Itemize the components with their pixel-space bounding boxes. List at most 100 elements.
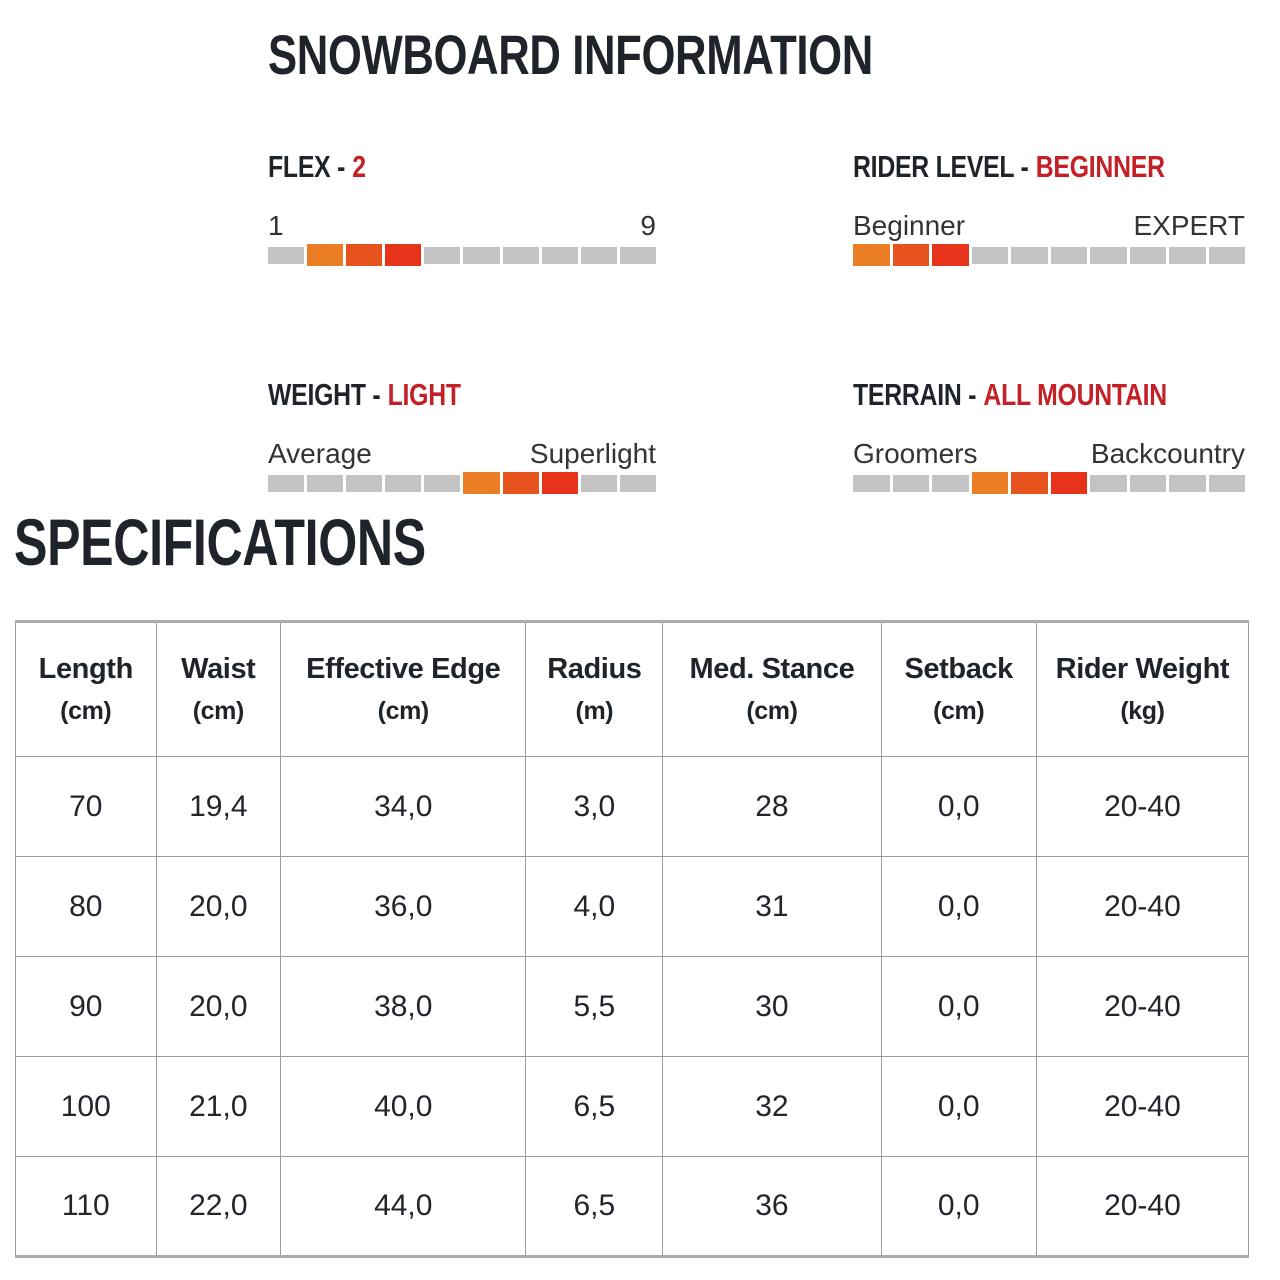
table-cell: 90	[15, 956, 157, 1057]
bar-segment-gray	[463, 246, 500, 264]
column-header: Med. Stance (cm)	[662, 621, 882, 757]
metric-weight: WEIGHT - LIGHT Average Superlight	[268, 378, 656, 495]
rider-level-scale-labels: Beginner EXPERT	[853, 210, 1245, 242]
bar-segment-orange	[853, 244, 890, 266]
table-cell: 36	[662, 1156, 882, 1257]
specifications-heading: SPECIFICATIONS	[14, 505, 426, 579]
table-cell: 80	[15, 856, 157, 957]
bar-segment-gray	[502, 246, 539, 264]
table-row: 100 21,0 40,0 6,5 32 0,0 20-40	[15, 1056, 1250, 1157]
weight-scale-max: Superlight	[529, 438, 656, 469]
metric-terrain-title: TERRAIN - ALL MOUNTAIN	[853, 378, 1167, 412]
bar-segment-gray	[346, 474, 383, 492]
metric-rider-level-title: RIDER LEVEL - BEGINNER	[853, 150, 1167, 184]
bar-segment-gray	[385, 474, 422, 492]
table-cell: 20-40	[1035, 1056, 1250, 1157]
table-cell: 3,0	[525, 756, 664, 857]
bar-segment-gray	[307, 474, 344, 492]
metric-rider-level-value: BEGINNER	[1035, 149, 1165, 184]
bar-segment-gray	[619, 246, 656, 264]
table-cell: 0,0	[880, 756, 1037, 857]
metric-terrain-value: ALL MOUNTAIN	[983, 377, 1167, 412]
table-row: 90 20,0 38,0 5,5 30 0,0 20-40	[15, 956, 1250, 1057]
metric-rider-level: RIDER LEVEL - BEGINNER Beginner EXPERT	[853, 150, 1245, 267]
bar-segment-gray	[268, 246, 305, 264]
metric-flex-value: 2	[352, 149, 366, 184]
table-cell: 36,0	[280, 856, 527, 957]
bar-segment-gray	[1090, 474, 1127, 492]
table-cell: 20-40	[1035, 1156, 1250, 1257]
snowboard-information-heading: SNOWBOARD INFORMATION	[268, 23, 873, 86]
bar-segment-red	[932, 244, 969, 266]
table-cell: 0,0	[880, 1156, 1037, 1257]
table-cell: 21,0	[155, 1056, 282, 1157]
metric-weight-label: WEIGHT -	[268, 377, 381, 412]
table-cell: 0,0	[880, 856, 1037, 957]
table-cell: 20-40	[1035, 756, 1250, 857]
metric-flex: FLEX -2 1 9	[268, 150, 656, 267]
table-cell: 38,0	[280, 956, 527, 1057]
metric-terrain: TERRAIN - ALL MOUNTAIN Groomers Backcount…	[853, 378, 1245, 495]
bar-segment-gray	[853, 474, 890, 492]
column-header: Rider Weight (kg)	[1035, 621, 1250, 757]
bar-segment-red	[1050, 472, 1087, 494]
table-cell: 5,5	[525, 956, 664, 1057]
bar-segment-gray	[268, 474, 305, 492]
column-header: Radius (m)	[525, 621, 664, 757]
table-cell: 40,0	[280, 1056, 527, 1157]
rider-level-scale-max: EXPERT	[1133, 210, 1245, 241]
metric-flex-title: FLEX -2	[268, 150, 578, 184]
bar-segment-red	[385, 244, 422, 266]
bar-segment-gray	[541, 246, 578, 264]
bar-segment-gray	[1208, 474, 1245, 492]
bar-segment-gray	[580, 474, 617, 492]
table-cell: 70	[15, 756, 157, 857]
table-row: 110 22,0 44,0 6,5 36 0,0 20-40	[15, 1156, 1250, 1257]
table-cell: 22,0	[155, 1156, 282, 1257]
bar-segment-gray	[580, 246, 617, 264]
table-cell: 44,0	[280, 1156, 527, 1257]
table-cell: 0,0	[880, 1056, 1037, 1157]
weight-rating-bar	[268, 471, 656, 495]
metric-rider-level-label: RIDER LEVEL -	[853, 149, 1029, 184]
bar-segment-orange	[307, 244, 344, 266]
table-cell: 30	[662, 956, 882, 1057]
flex-scale-min: 1	[268, 210, 284, 241]
table-cell: 32	[662, 1056, 882, 1157]
terrain-scale-labels: Groomers Backcountry	[853, 438, 1245, 470]
weight-scale-labels: Average Superlight	[268, 438, 656, 470]
table-cell: 31	[662, 856, 882, 957]
bar-segment-gray	[892, 474, 929, 492]
table-cell: 19,4	[155, 756, 282, 857]
flex-scale-max: 9	[640, 210, 656, 241]
bar-segment-gray	[1208, 246, 1245, 264]
metric-weight-title: WEIGHT - LIGHT	[268, 378, 578, 412]
terrain-scale-min: Groomers	[853, 438, 978, 469]
terrain-rating-bar	[853, 471, 1245, 495]
column-header: Effective Edge (cm)	[280, 621, 527, 757]
table-cell: 110	[15, 1156, 157, 1257]
metric-flex-label: FLEX -	[268, 149, 346, 184]
table-cell: 6,5	[525, 1056, 664, 1157]
table-cell: 100	[15, 1056, 157, 1157]
bar-segment-gray	[1169, 246, 1206, 264]
table-body: 70 19,4 34,0 3,0 28 0,0 20-40 80 20,0 36,0 4,0 31 0,…	[15, 756, 1250, 1257]
table-cell: 20,0	[155, 956, 282, 1057]
flex-rating-bar	[268, 243, 656, 267]
bar-segment-gray	[619, 474, 656, 492]
bar-segment-gray	[932, 474, 969, 492]
column-header: Setback (cm)	[880, 621, 1037, 757]
metric-weight-value: LIGHT	[387, 377, 461, 412]
rider-level-scale-min: Beginner	[853, 210, 966, 241]
bar-segment-gray	[424, 246, 461, 264]
bar-segment-gray	[1129, 246, 1166, 264]
table-cell: 4,0	[525, 856, 664, 957]
table-row: 70 19,4 34,0 3,0 28 0,0 20-40	[15, 756, 1250, 857]
table-cell: 28	[662, 756, 882, 857]
bar-segment-gray	[424, 474, 461, 492]
table-cell: 20-40	[1035, 956, 1250, 1057]
bar-segment-orange	[971, 472, 1008, 494]
bar-segment-gray	[1169, 474, 1206, 492]
terrain-scale-max: Backcountry	[1090, 438, 1245, 469]
